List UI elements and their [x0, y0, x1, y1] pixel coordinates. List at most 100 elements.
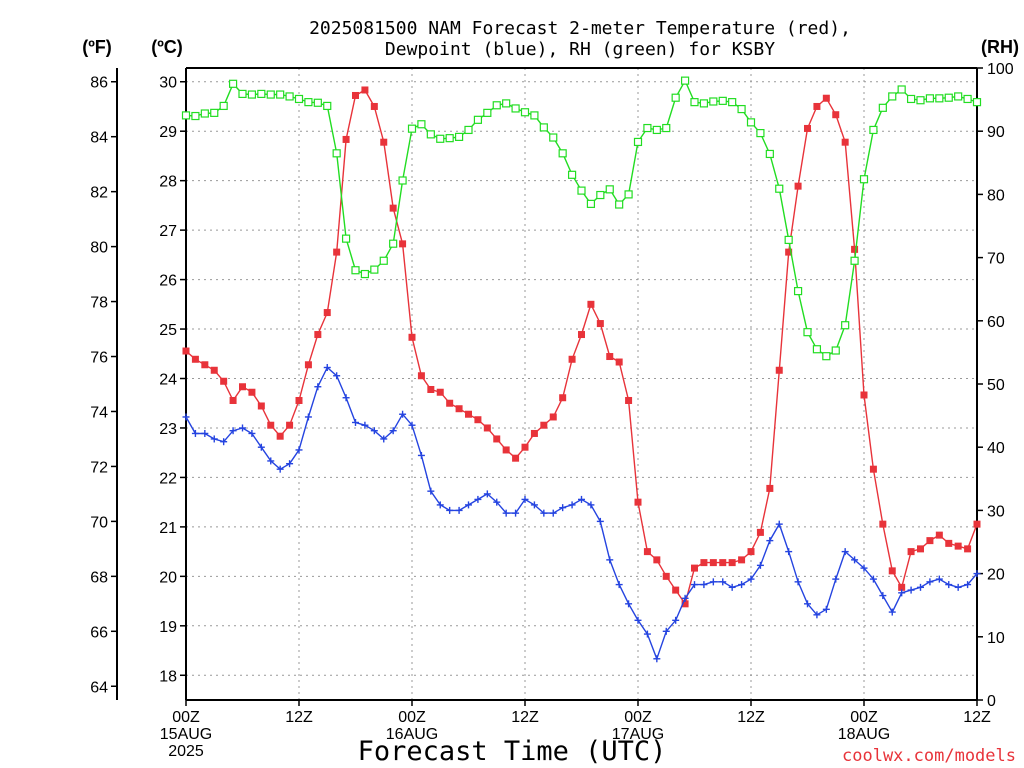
fahrenheit-tick-label: 74 — [90, 404, 108, 421]
temperature-point — [502, 446, 510, 454]
rh-point — [228, 79, 238, 88]
fahrenheit-tick-label: 64 — [90, 679, 108, 696]
dewpoint-point — [719, 578, 727, 586]
temperature-point — [427, 385, 435, 393]
rh-point — [389, 239, 398, 248]
temperature-point — [587, 300, 595, 308]
rh-point — [850, 256, 859, 265]
temperature-point — [691, 564, 698, 572]
dewpoint-point — [239, 424, 246, 432]
celsius-tick-label: 21 — [159, 520, 177, 537]
rh-point — [464, 125, 473, 135]
rh-tick-label: 20 — [987, 567, 1005, 584]
rh-point — [181, 111, 191, 120]
dewpoint-point — [794, 578, 802, 586]
temperature-point — [935, 531, 943, 539]
rh-tick-label: 10 — [987, 630, 1005, 647]
temperature-point — [549, 413, 557, 421]
time-tick-label: 17AUG — [612, 726, 664, 743]
temperature-point — [210, 366, 218, 374]
temperature-point — [399, 240, 407, 248]
rh-point — [266, 90, 275, 99]
temperature-point — [945, 539, 953, 547]
temperature-point — [907, 548, 915, 556]
rh-point — [360, 269, 370, 279]
temperature-point — [229, 396, 237, 404]
temperature-point — [483, 424, 491, 432]
dewpoint-point — [267, 457, 275, 465]
rh-point — [257, 89, 266, 99]
rh-point — [596, 190, 605, 200]
x-axis-title: Forecast Time (UTC) — [358, 736, 667, 767]
temperature-point — [653, 556, 661, 564]
temperature-point — [606, 353, 614, 361]
dewpoint-point — [813, 611, 821, 619]
temperature-point — [643, 548, 651, 556]
time-tick-label: 16AUG — [386, 726, 438, 743]
rh-point — [803, 328, 812, 337]
rh-point — [784, 235, 793, 245]
grid-lines — [186, 68, 977, 700]
dewpoint-point — [399, 410, 407, 418]
rh-point — [502, 99, 511, 108]
rh-point — [944, 93, 953, 102]
dewpoint-point — [926, 578, 934, 586]
rh-tick-label: 80 — [987, 187, 1005, 204]
temperature-point — [615, 358, 623, 366]
dewpoint-point — [653, 655, 661, 663]
time-tick-label: 2025 — [168, 743, 204, 760]
dewpoint-point — [474, 495, 482, 503]
dewpoint-point — [220, 438, 228, 446]
fahrenheit-tick-label: 70 — [90, 514, 108, 531]
time-tick-label: 18AUG — [838, 726, 890, 743]
temperature-point — [869, 465, 877, 473]
rh-point — [436, 134, 445, 143]
rh-point — [822, 352, 831, 361]
dewpoint-point — [333, 372, 341, 380]
temperature-point — [700, 559, 708, 567]
temperature-point — [926, 537, 934, 545]
rh-point — [558, 149, 567, 158]
temperature-point — [898, 583, 906, 591]
dewpoint-point — [954, 583, 962, 591]
temperature-point — [841, 138, 849, 146]
temperature-point — [756, 528, 764, 536]
rh-point — [765, 149, 774, 159]
rh-point — [238, 89, 247, 99]
dewpoint-point — [408, 421, 416, 429]
rh-point — [294, 94, 304, 104]
series-line-dewpoint — [185, 366, 978, 661]
temperature-point — [530, 429, 538, 437]
temperature-point — [248, 388, 256, 396]
dewpoint-point — [530, 501, 538, 509]
rh-point — [906, 94, 916, 104]
series-rh — [181, 76, 982, 361]
time-tick-label: 12Z — [737, 709, 765, 726]
temperature-point — [455, 405, 463, 413]
temperature-point — [417, 372, 425, 380]
dewpoint-point — [606, 556, 614, 564]
dewpoint-point — [578, 495, 585, 503]
rh-point — [615, 200, 624, 209]
rh-point — [878, 103, 887, 112]
chart-title-line-1: 2025081500 NAM Forecast 2-meter Temperat… — [309, 18, 851, 39]
temperature-point — [474, 416, 482, 424]
rh-point — [276, 90, 285, 99]
dewpoint-point — [389, 427, 397, 435]
rh-point — [313, 98, 322, 107]
dewpoint-point — [352, 418, 359, 426]
temperature-point — [747, 548, 755, 556]
dewpoint-point — [455, 506, 463, 514]
rh-tick-label: 100 — [987, 61, 1014, 78]
temperature-point — [832, 111, 840, 119]
dewpoint-point — [465, 501, 472, 509]
rh-point — [549, 133, 558, 142]
temperature-point — [220, 377, 228, 385]
dewpoint-point — [304, 413, 312, 421]
temperature-point — [436, 388, 444, 396]
dewpoint-point — [945, 581, 953, 589]
rh-point — [888, 92, 897, 101]
dewpoint-point — [502, 509, 510, 517]
dewpoint-point — [879, 592, 887, 600]
